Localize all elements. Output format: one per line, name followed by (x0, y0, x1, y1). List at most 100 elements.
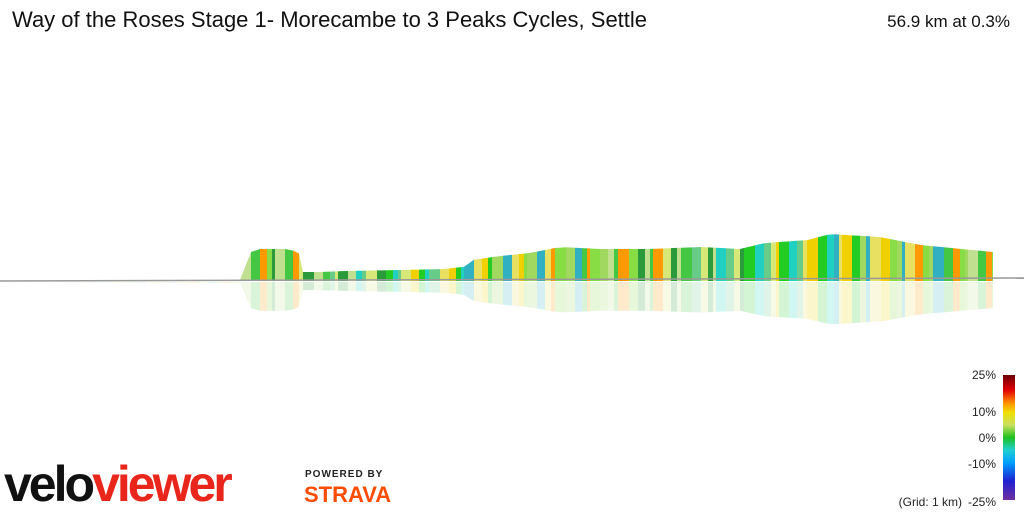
profile-strip (464, 259, 474, 281)
profile-reflection (440, 282, 449, 294)
profile-strip (708, 247, 713, 281)
logo-part: viewer (92, 456, 232, 512)
profile-strip (716, 247, 726, 281)
legend-label: 0% (979, 431, 997, 445)
profile-reflection (600, 282, 608, 311)
profile-reflection (986, 282, 992, 309)
profile-strip (740, 248, 744, 281)
profile-strip (440, 268, 449, 281)
profile-strip (449, 267, 456, 281)
profile-strip (411, 269, 419, 281)
profile-reflection (419, 282, 425, 293)
profile-reflection (464, 282, 474, 302)
profile-strip (251, 249, 260, 281)
profile-strip (807, 237, 818, 281)
profile-strip (338, 270, 348, 281)
profile-reflection (555, 282, 566, 313)
profile-reflection (726, 282, 734, 312)
profile-reflection (240, 282, 251, 309)
profile-strip (303, 272, 314, 281)
profile-reflection (881, 282, 890, 322)
profile-reflection (251, 282, 260, 311)
profile-reflection (653, 282, 663, 312)
profile-reflection (338, 282, 348, 292)
profile-strip (764, 242, 771, 281)
gradient-legend (1003, 375, 1015, 500)
profile-strip (492, 255, 503, 281)
profile-reflection (755, 282, 764, 316)
profile-reflection (551, 282, 555, 312)
profile-reflection (852, 282, 860, 324)
legend-label: 25% (972, 368, 996, 382)
profile-strip (482, 257, 488, 281)
title: Way of the Roses Stage 1- Morecambe to 3… (12, 7, 647, 32)
profile-strip (323, 271, 330, 281)
profile-strip (362, 270, 366, 281)
profile-reflection (267, 282, 272, 311)
profile-strip (834, 234, 839, 281)
profile-strip (537, 250, 545, 281)
profile-reflection (141, 282, 146, 283)
profile-strip (915, 244, 923, 281)
profile-reflection (293, 282, 299, 310)
profile-strip (527, 251, 537, 281)
logo: veloviewer (4, 456, 232, 512)
profile-strip (377, 270, 386, 281)
profile-strip (425, 269, 429, 281)
profile-strip (614, 249, 618, 281)
profile-strip (713, 247, 716, 281)
profile-reflection (716, 282, 726, 312)
profile-reflection (425, 282, 429, 293)
profile-reflection (575, 282, 582, 312)
profile-reflection (779, 282, 789, 318)
profile-strip (663, 248, 671, 281)
profile-strip (575, 247, 582, 281)
profile-strip (299, 253, 303, 281)
profile-reflection (173, 282, 177, 283)
profile-reflection (275, 282, 285, 311)
profile-reflection (236, 282, 240, 283)
profile-strip (393, 270, 398, 281)
profile-strip (692, 247, 701, 281)
profile-reflection (348, 282, 356, 292)
profile-reflection (677, 282, 681, 312)
logo-part: velo (4, 456, 94, 512)
profile-strip (734, 248, 740, 281)
profile-reflection (929, 282, 933, 314)
profile-strip (524, 253, 527, 281)
profile-strip (461, 266, 464, 281)
profile-reflection (303, 282, 314, 291)
profile-strip (779, 241, 789, 281)
profile-reflection (512, 282, 519, 307)
profile-strip (960, 248, 965, 281)
legend-label: 10% (972, 405, 996, 419)
profile-reflection (314, 282, 323, 291)
profile-reflection (356, 282, 362, 292)
profile-reflection (299, 282, 303, 307)
profile-strip (608, 249, 614, 281)
profile-strip (645, 249, 650, 281)
profile-reflection (503, 282, 512, 306)
profile-reflection (386, 282, 393, 292)
profile-reflection (212, 282, 222, 283)
profile-reflection (960, 282, 965, 311)
profile-strip (905, 242, 915, 281)
profile-reflection (663, 282, 671, 312)
profile-strip (902, 241, 905, 281)
profile-strip (653, 248, 663, 281)
profile-reflection (545, 282, 551, 311)
profile-reflection (740, 282, 744, 312)
profile-strip (590, 248, 600, 281)
profile-strip (866, 236, 870, 281)
profile-reflection (905, 282, 915, 318)
profile-strip (929, 245, 933, 281)
elevation-profile (20, 234, 993, 325)
profile-reflection (692, 282, 701, 313)
profile-strip (629, 249, 638, 281)
profile-strip (566, 247, 575, 281)
profile-reflection (590, 282, 600, 312)
profile-reflection (866, 282, 870, 323)
profile-reflection (629, 282, 638, 311)
